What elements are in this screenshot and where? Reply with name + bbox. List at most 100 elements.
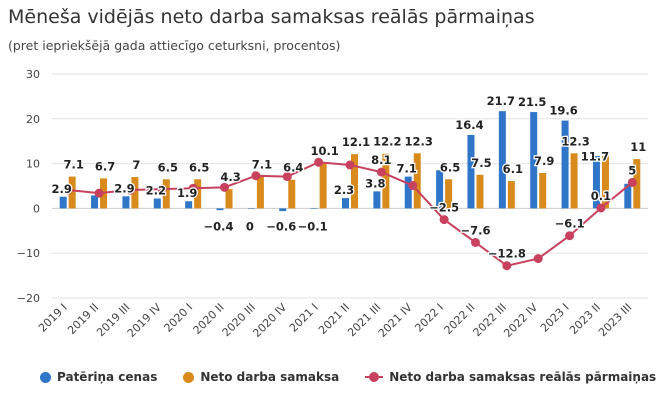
data-label: 7.5 [471,156,491,170]
legend-label: Neto darba samaksas reālās pārmaiņas [389,370,657,384]
data-label: −0.1 [298,219,328,233]
bar-wage [570,153,578,209]
bar-wage [351,154,358,209]
bar-cpi [561,120,569,209]
x-tick-label: 2021 IV [376,301,415,340]
data-label: 0.1 [591,189,611,203]
bar-cpi [216,208,224,211]
data-label: −12.8 [488,247,526,261]
x-tick-label: 2020 I [162,301,196,335]
data-label: 7 [132,158,140,172]
legend-label: Patēriņa cenas [57,370,158,384]
data-label: 5 [628,163,636,177]
bar-wage [194,179,202,209]
data-label: 21.5 [518,95,546,109]
data-label: 4.3 [220,170,240,184]
x-tick-label: 2021 I [287,301,321,335]
data-label: −0.6 [266,219,296,233]
bar-cpi [247,208,255,209]
legend-item-real[interactable]: Neto darba samaksas reālās pārmaiņas [365,370,656,384]
line-point [596,203,606,213]
y-tick-label: 0 [33,202,40,215]
bar-cpi [404,176,412,209]
line-point [157,184,167,194]
line-point [408,181,418,191]
data-label: 1.9 [177,186,197,200]
bar-wage [68,176,76,209]
bar-cpi [436,170,444,209]
bar-wage [382,153,390,209]
data-label: 6.5 [440,160,460,174]
chart-subtitle: (pret iepriekšējā gada attiecīgo ceturks… [8,38,341,53]
data-label: −0.4 [204,219,234,233]
legend-item-cpi[interactable]: Patēriņa cenas [40,370,157,384]
data-label: 21.7 [487,94,515,108]
data-label: −2.5 [429,201,459,215]
bar-wage [445,179,453,209]
x-tick-label: 2023 III [596,301,634,339]
data-label: 8.1 [371,153,391,167]
line-point [220,182,230,192]
line-point [94,188,104,198]
data-label: −6.1 [555,217,585,231]
data-label: 12.3 [561,134,589,148]
bar-cpi [373,191,381,209]
bar-wage [539,173,547,209]
bar-cpi [624,183,632,209]
bar-cpi [185,201,193,209]
data-label: 2.9 [51,182,71,196]
bar-wage [225,189,233,209]
line-point [565,231,575,241]
data-label: 12.1 [342,135,370,149]
x-tick-label: 2023 I [538,301,572,335]
data-label: 0 [246,219,254,233]
bar-wage [256,176,264,209]
data-label: 7.1 [252,158,272,172]
line-point [470,237,480,247]
legend-marker-icon [183,371,195,383]
line-point [314,157,324,167]
data-label: 2.3 [334,183,354,197]
legend: Patēriņa cenas Neto darba samaksa Neto d… [40,370,656,384]
line-point [125,185,135,195]
line-point [251,171,261,181]
bar-wage [601,155,609,209]
chart-title: Mēneša vidējās neto darba samaksas reālā… [8,6,535,28]
data-label: −7.6 [460,223,490,237]
data-label: 11 [630,140,646,154]
data-label: 7.1 [63,158,83,172]
line-point [282,172,292,182]
bar-wage [288,179,296,209]
line-point [439,215,449,225]
bar-cpi [91,195,99,209]
bar-cpi [498,111,506,209]
bar-cpi [153,198,161,209]
data-label: 19.6 [549,104,577,118]
data-label: 12.3 [405,134,433,148]
y-tick-label: −20 [17,292,40,305]
data-label: 16.4 [455,118,483,132]
bar-cpi [279,208,287,212]
data-label: 6.5 [158,160,178,174]
legend-line-icon [365,372,384,382]
data-label: 11.7 [581,149,609,163]
bar-wage [507,181,515,209]
legend-item-wage[interactable]: Neto darba samaksa [183,370,339,384]
data-label: 6.7 [95,159,115,173]
bar-cpi [310,208,318,209]
data-label: 6.4 [283,161,303,175]
data-label: 6.5 [189,160,209,174]
series-line [67,161,633,267]
legend-label: Neto darba samaksa [200,370,340,384]
data-label: 3.8 [365,176,385,190]
bar-cpi [530,112,538,209]
line-point [533,254,543,264]
x-tick-label: 2019 I [36,301,70,335]
y-tick-label: 20 [26,113,40,126]
legend-marker-icon [40,371,51,383]
x-tick-label: 2019 IV [125,301,164,340]
line-point [627,177,637,187]
y-tick-label: 10 [26,158,40,171]
bar-wage [633,159,641,209]
